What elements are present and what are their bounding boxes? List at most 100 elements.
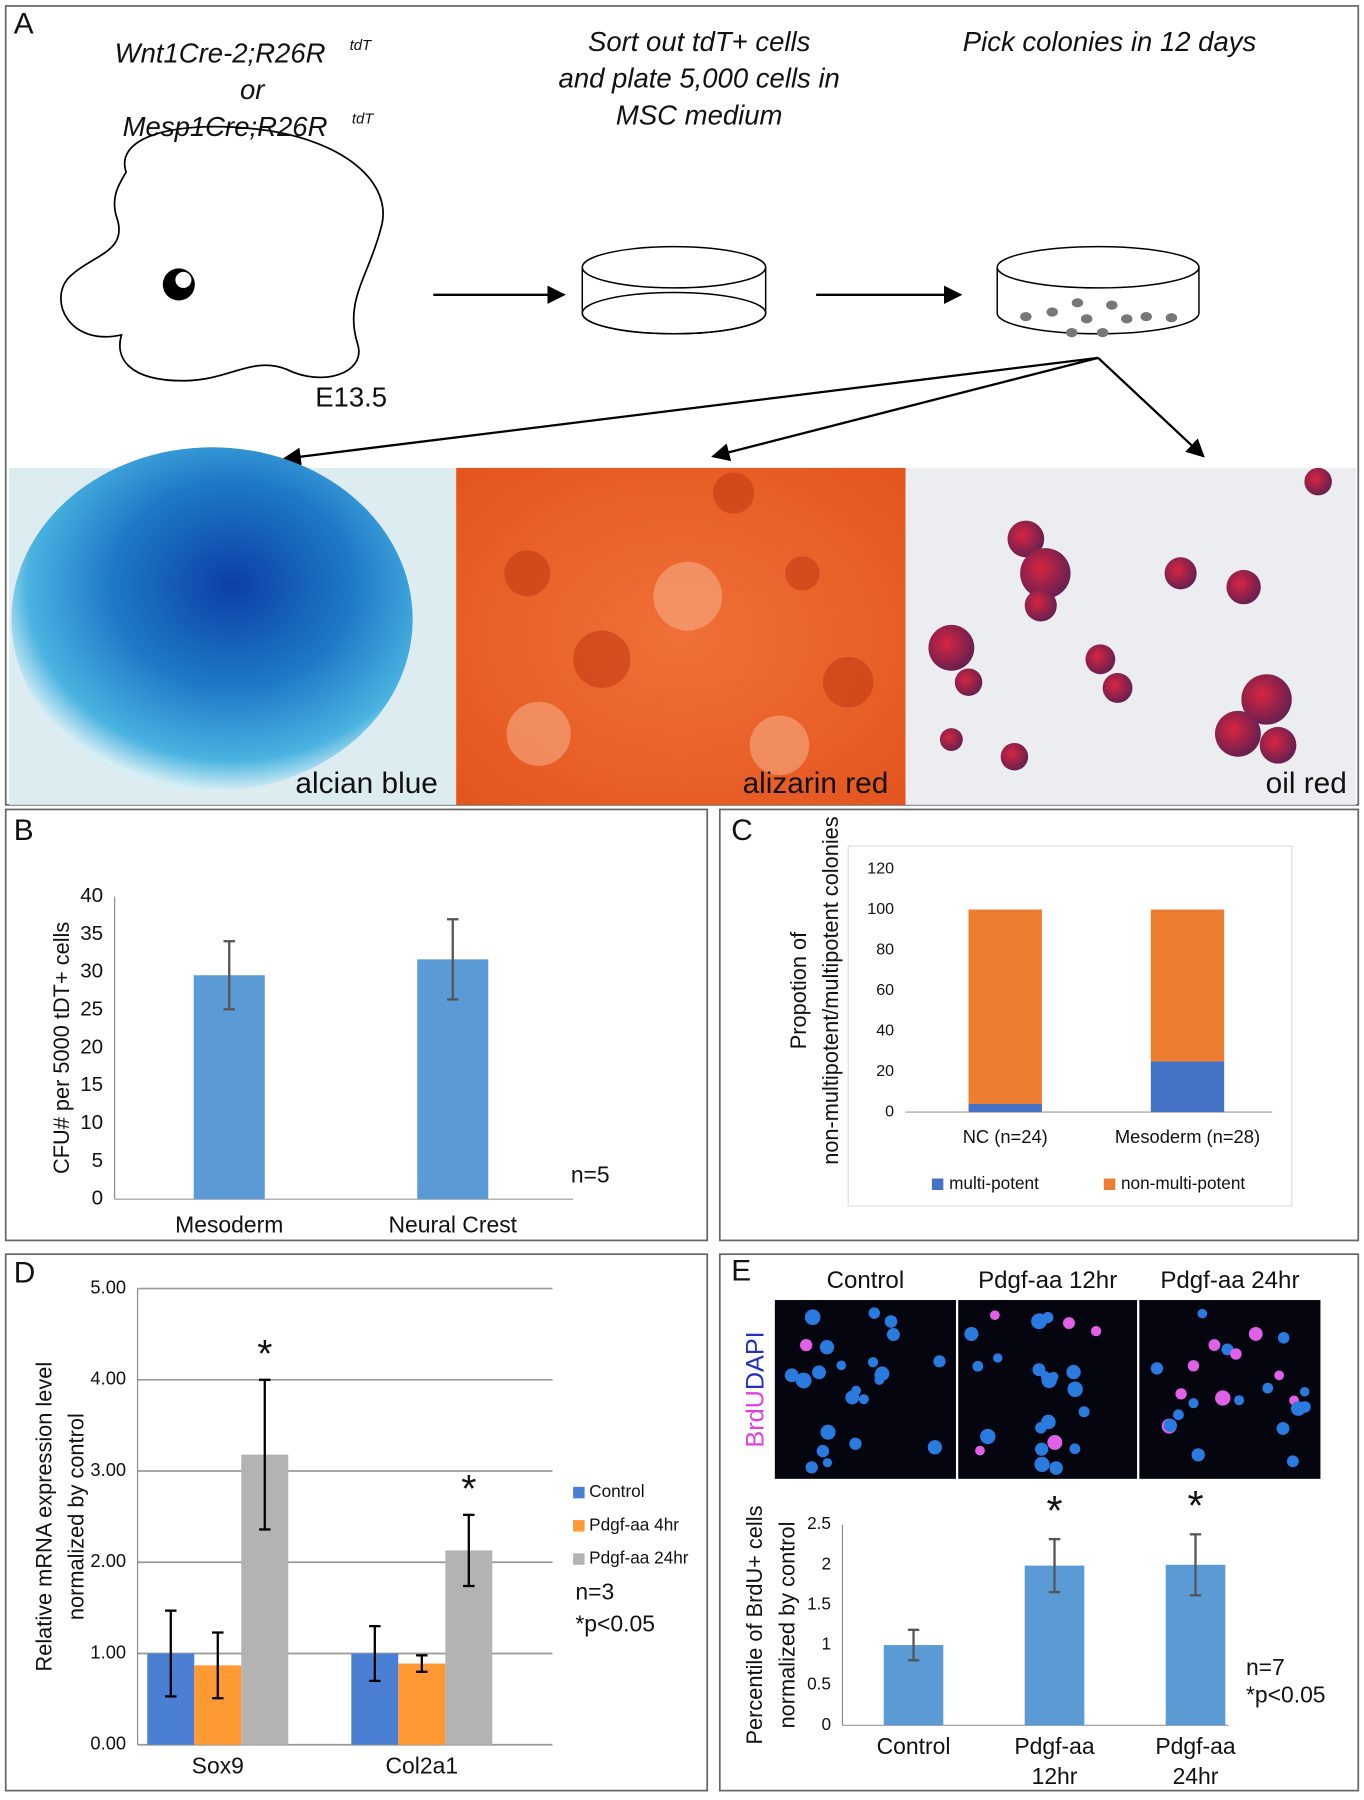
x-tick-label: 24hr [1173, 1763, 1219, 1789]
superscript: tdT [352, 111, 374, 127]
nucleus [820, 1424, 836, 1440]
y-axis-label: CFU# per 5000 tDT+ cells [49, 922, 74, 1174]
nucleus [993, 1353, 1003, 1363]
stain-label: alcian blue [295, 767, 437, 800]
x-tick-label: 12hr [1032, 1763, 1078, 1789]
legend-label: Pdgf-aa 24hr [589, 1548, 689, 1568]
sort-line: and plate 5,000 cells in [559, 63, 840, 94]
nucleus [805, 1461, 818, 1474]
y-tick-label: 0.5 [807, 1674, 831, 1694]
nucleus [1248, 1327, 1263, 1341]
y-tick-label: 5 [92, 1149, 103, 1172]
y-tick-label: 30 [80, 960, 103, 983]
y-axis-label: normalized by control [774, 1522, 799, 1729]
nucleus [1150, 1362, 1164, 1375]
stage-label: E13.5 [315, 381, 387, 412]
legend-label: multi-potent [949, 1173, 1039, 1193]
nucleus [1274, 1370, 1285, 1381]
sort-line: Sort out tdT+ cells [588, 26, 811, 57]
sort-line: MSC medium [616, 99, 783, 130]
nucleus [886, 1328, 900, 1342]
x-tick-label: Neural Crest [388, 1212, 517, 1238]
legend-swatch [1103, 1178, 1116, 1190]
stain-label-part: BrdU [741, 1390, 769, 1447]
panel-label: E [731, 1254, 751, 1287]
bar-segment [1150, 909, 1225, 1062]
superscript: tdT [350, 38, 372, 54]
nucleus [1299, 1387, 1310, 1397]
panel-label: A [14, 7, 34, 40]
x-tick-label: Control [877, 1733, 951, 1759]
nucleus [1067, 1381, 1083, 1397]
nucleus [980, 1428, 996, 1445]
nucleus [1230, 1348, 1242, 1360]
nucleus [1035, 1442, 1049, 1456]
alcian-colony [11, 447, 413, 792]
embryo-outline [60, 125, 384, 382]
y-axis-label: non-multipotent/multipotent colonies [818, 816, 843, 1165]
nucleus [1191, 1448, 1205, 1462]
nucleus [845, 1390, 860, 1405]
y-tick-label: 15 [80, 1073, 103, 1096]
nucleus [822, 1458, 833, 1468]
nucleus [1208, 1339, 1221, 1351]
bar [193, 975, 265, 1200]
nucleus [1090, 1325, 1102, 1337]
nucleus [804, 1309, 821, 1326]
nucleus [1286, 1455, 1299, 1468]
y-tick-label: 60 [876, 981, 894, 999]
y-tick-label: 3.00 [90, 1459, 126, 1480]
nucleus [795, 1372, 812, 1389]
y-tick-label: 2 [821, 1553, 831, 1573]
nucleus [867, 1357, 879, 1368]
nucleus [975, 1445, 985, 1456]
y-axis-label: normalized by control [64, 1413, 89, 1620]
y-tick-label: 20 [80, 1035, 103, 1058]
x-tick-label: Pdgf-aa [1014, 1733, 1094, 1759]
nucleus [1175, 1388, 1187, 1400]
annotation: n=7 [1246, 1654, 1285, 1680]
legend-swatch [573, 1553, 585, 1565]
y-axis-label: Relative mRNA expression level [32, 1362, 57, 1672]
bar [398, 1663, 446, 1745]
nucleus [1163, 1418, 1177, 1432]
image-label: Pdgf-aa 12hr [978, 1267, 1117, 1294]
source-line: Wnt1Cre-2;R26R [115, 38, 326, 69]
embryo-eye-highlight [175, 271, 192, 288]
image-label: Pdgf-aa 24hr [1160, 1267, 1299, 1294]
nucleus [816, 1444, 830, 1458]
nucleus [933, 1355, 946, 1368]
legend-label: Pdgf-aa 4hr [589, 1514, 679, 1534]
significance: * [1046, 1488, 1062, 1534]
x-tick-label: Pdgf-aa [1155, 1733, 1235, 1759]
y-tick-label: 35 [80, 922, 103, 945]
brdu-images [774, 1300, 1321, 1479]
panel-box [718, 808, 1360, 1242]
x-tick-label: Mesoderm [175, 1212, 283, 1238]
legend-label: non-multi-potent [1121, 1173, 1245, 1193]
nucleus [989, 1310, 1000, 1321]
significance: * [257, 1333, 272, 1376]
y-tick-label: 20 [876, 1062, 894, 1080]
significance: * [461, 1468, 476, 1511]
nucleus [1041, 1414, 1056, 1430]
legend-swatch [931, 1178, 944, 1190]
annotation: *p<0.05 [575, 1611, 655, 1637]
nucleus [800, 1338, 813, 1352]
nucleus [1262, 1382, 1274, 1394]
y-axis-label: Percentile of BrdU+ cells [742, 1505, 767, 1744]
y-tick-label: 100 [867, 900, 894, 918]
y-tick-label: 10 [80, 1111, 103, 1134]
panel-box [4, 1253, 709, 1792]
nucleus [868, 1307, 880, 1319]
nucleus [927, 1440, 943, 1455]
legend-swatch [573, 1486, 585, 1499]
nucleus [1069, 1443, 1081, 1455]
panel-label: B [14, 814, 34, 847]
y-tick-label: 2.00 [90, 1550, 126, 1571]
source-line: or [240, 74, 266, 105]
arrow [711, 356, 1099, 462]
nucleus [1173, 1409, 1184, 1421]
nucleus [1034, 1456, 1050, 1473]
